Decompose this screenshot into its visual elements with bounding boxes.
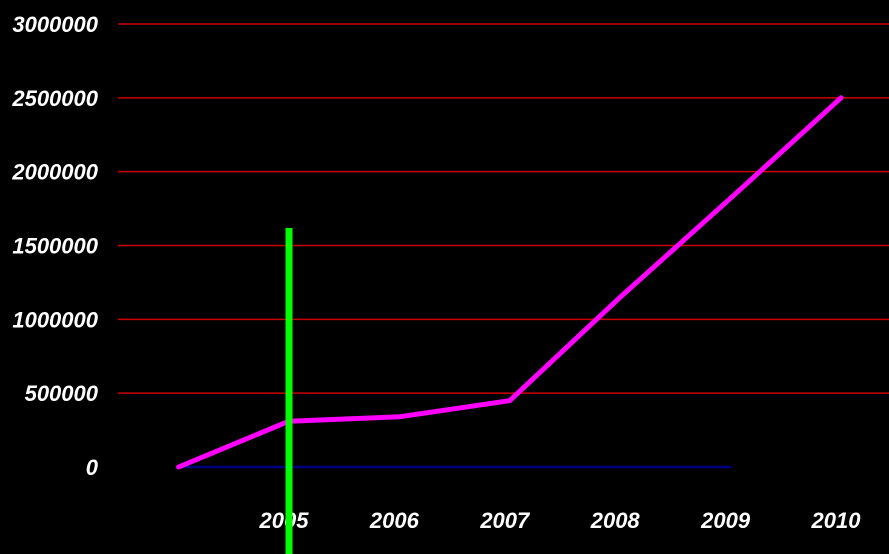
y-tick-label: 1500000 — [12, 234, 98, 259]
x-tick-label: 2006 — [369, 508, 420, 533]
y-axis-tick-labels: 0 500000 1000000 1500000 2000000 2500000 30000… — [11, 12, 98, 480]
y-tick-label: 0 — [86, 455, 99, 480]
x-tick-label: 2008 — [590, 508, 641, 533]
y-tick-label: 1000000 — [12, 307, 98, 332]
y-tick-label: 3000000 — [12, 12, 98, 37]
x-tick-label: 2007 — [479, 508, 531, 533]
series-line — [176, 95, 844, 470]
x-axis-tick-labels: 2005 2006 2007 2008 2009 2010 — [259, 508, 862, 533]
x-tick-label: 2009 — [700, 508, 751, 533]
y-tick-label: 2500000 — [11, 86, 98, 111]
y-tick-label: 500000 — [25, 381, 99, 406]
series-layer — [176, 95, 844, 470]
grid-lines — [118, 23, 889, 394]
x-tick-label: 2010 — [811, 508, 862, 533]
x-tick-label: 2005 — [259, 508, 310, 533]
y-tick-label: 2000000 — [11, 160, 98, 185]
